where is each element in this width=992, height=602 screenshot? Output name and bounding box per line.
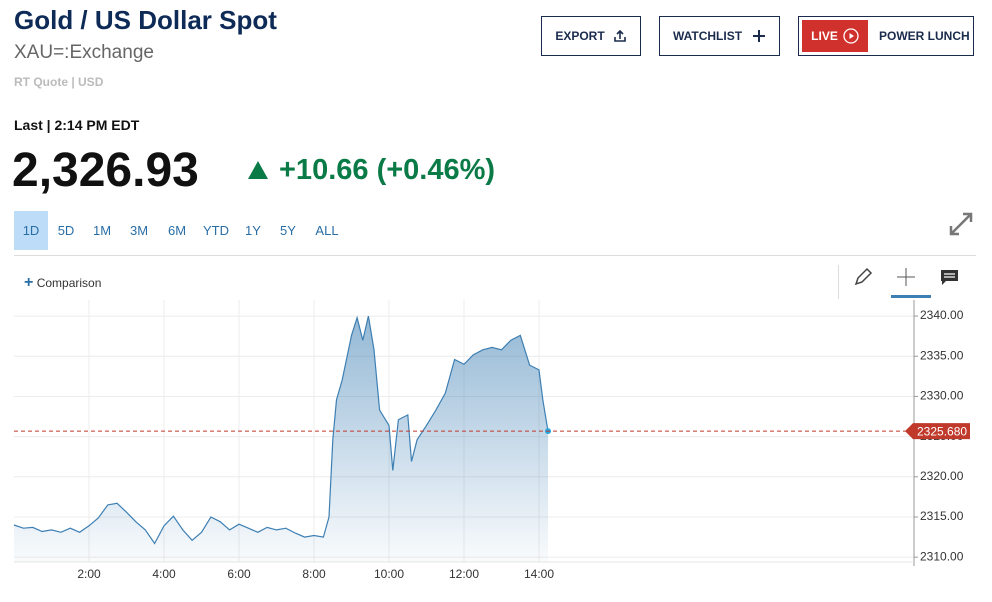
export-icon [613, 29, 626, 42]
crosshair-icon[interactable] [893, 266, 919, 288]
active-tool [891, 295, 931, 298]
live-label: LIVE [811, 29, 838, 43]
plus: + [24, 274, 34, 291]
x-tick-label: 12:00 [449, 567, 479, 581]
export-label: EXPORT [555, 29, 605, 43]
price-tag-label: 2325.680 [917, 424, 967, 438]
range-tab[interactable]: 6M [167, 223, 187, 238]
title: Gold / US Dollar Spot [14, 5, 277, 35]
range-tab[interactable]: 1D [14, 211, 48, 250]
range-tab[interactable]: ALL [315, 223, 339, 238]
range-tab[interactable]: 1M [92, 223, 112, 238]
x-tick-label: 14:00 [524, 567, 554, 581]
live-button[interactable]: LIVE POWER LUNCH [798, 16, 974, 56]
price-tag [905, 423, 970, 440]
chart: 2:00 4:00 6:00 8:00 10:00 12:00 14:00 2310.00 23… [13, 300, 970, 581]
range-tab[interactable]: 5D [57, 223, 75, 238]
comparison-button[interactable]: + Comparison [24, 274, 101, 292]
expand-icon[interactable] [948, 211, 974, 237]
price-line [13, 315, 549, 545]
price: 2,326.93 [12, 144, 199, 197]
watchlist-label: WATCHLIST [672, 29, 743, 43]
x-tick-label: 10:00 [374, 567, 404, 581]
up-arrow [248, 161, 268, 179]
x-tick-label: 2:00 [77, 567, 101, 581]
toolbar-separator [838, 265, 839, 299]
show-label: POWER LUNCH [879, 29, 970, 43]
live-badge: LIVE [802, 20, 868, 52]
quote-info: RT Quote | USD [14, 75, 104, 89]
last-label: Last | 2:14 PM EDT [14, 117, 140, 133]
x-tick-label: 6:00 [227, 567, 251, 581]
x-tick-label: 4:00 [152, 567, 176, 581]
divider [14, 255, 976, 256]
y-tick-label: 2335.00 [920, 348, 964, 362]
symbol: XAU=:Exchange [14, 42, 154, 63]
y-tick-label: 2330.00 [920, 389, 964, 403]
y-tick-label: 2315.00 [920, 509, 964, 523]
y-tick-label: 2340.00 [920, 308, 964, 322]
range-tab[interactable]: 5Y [280, 223, 296, 238]
change-pct: (+0.46%) [376, 154, 496, 186]
area-fill [14, 316, 548, 562]
y-tick-label: 2320.00 [920, 469, 964, 483]
change-value: +10.66 [279, 154, 369, 186]
range-tab[interactable]: 3M [129, 223, 149, 238]
change: +10.66 (+0.46%) [279, 154, 495, 187]
y-tick-label: 2310.00 [920, 549, 964, 563]
export-button[interactable]: EXPORT [541, 16, 641, 56]
comment-icon[interactable] [940, 268, 960, 288]
x-tick-label: 8:00 [302, 567, 326, 581]
range-tab[interactable]: 1Y [245, 223, 261, 238]
plus-icon [753, 30, 766, 42]
range-tab[interactable]: YTD [203, 223, 229, 238]
draw-icon[interactable] [852, 266, 874, 288]
watchlist-button[interactable]: WATCHLIST [659, 16, 780, 56]
play-icon [843, 28, 859, 44]
comparison-label: Comparison [36, 276, 102, 290]
